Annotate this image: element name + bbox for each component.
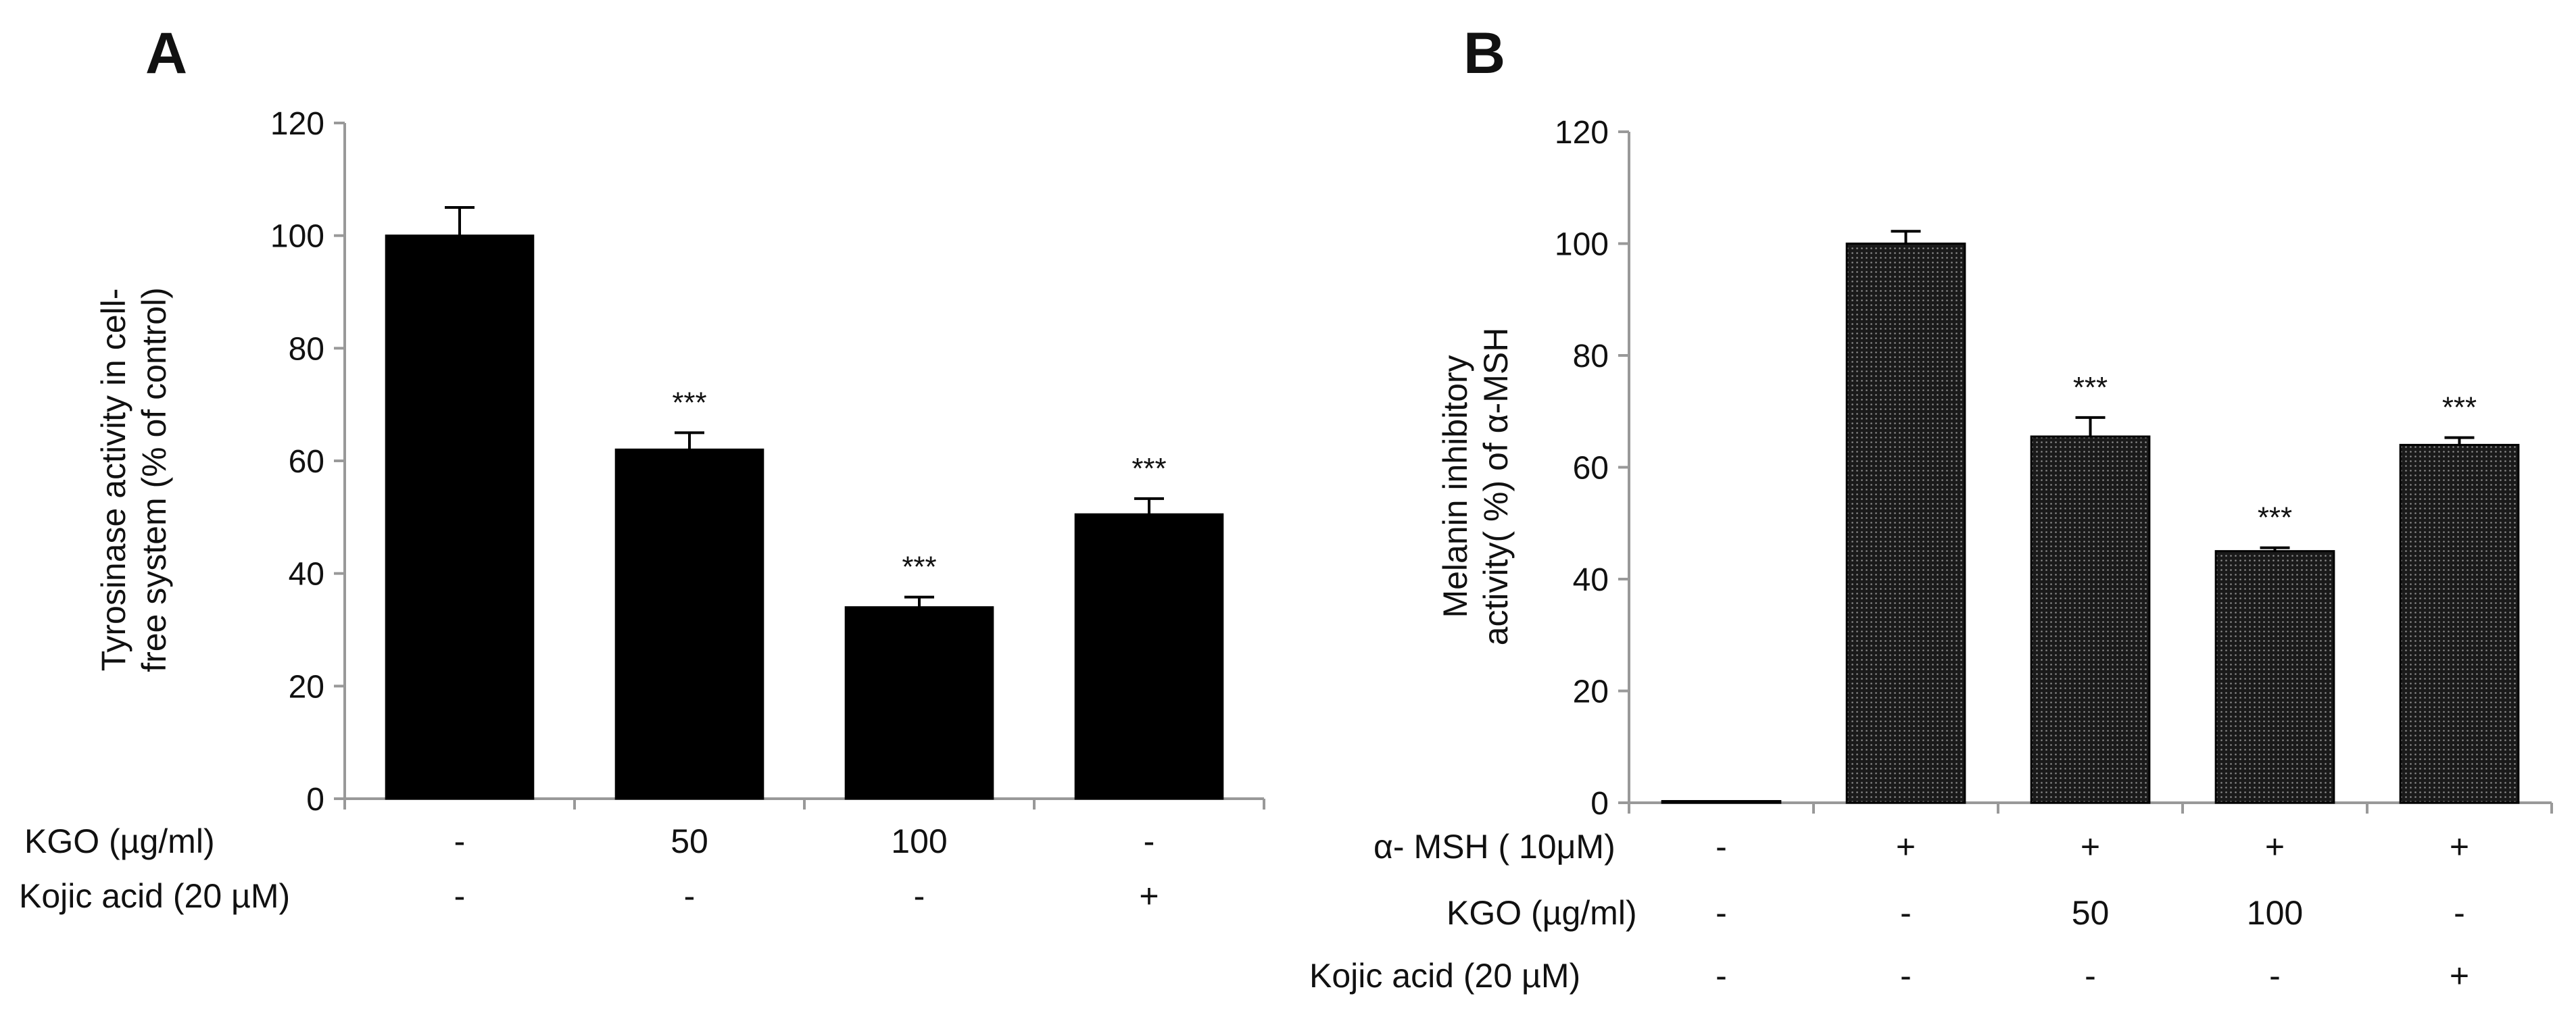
panel-a-condition-2-value-3: - <box>914 877 925 915</box>
panel-a-y-tick-label: 40 <box>289 557 324 593</box>
panel-a-significance-3: *** <box>902 551 936 584</box>
panel-a-y-tick-label: 100 <box>270 219 324 255</box>
panel-b-significance-5: *** <box>2442 391 2477 424</box>
panel-b-condition-1-value-2: + <box>1896 828 1916 866</box>
panel-b-condition-1-value-4: + <box>2265 828 2285 866</box>
panel-b-bar-3 <box>2030 435 2151 804</box>
panel-b-condition-2-value-3: 50 <box>2072 894 2110 932</box>
panel-a-y-tick-label: 20 <box>289 669 324 705</box>
panel-a-bar-1 <box>385 234 535 800</box>
panel-b-y-tick-label: 100 <box>1555 227 1609 263</box>
panel-a-condition-table: KGO (µg/ml) Kojic acid (20 µM) --50-100-… <box>19 822 1159 915</box>
panel-b-condition-3-value-5: + <box>2450 957 2469 995</box>
panel-a-bar-2 <box>614 448 764 800</box>
panel-a-y-tick-label: 80 <box>289 331 324 367</box>
panel-a-condition-1-value-3: 100 <box>891 822 947 860</box>
panel-b-condition-3-value-1: - <box>1716 957 1727 995</box>
panel-b-bar-4 <box>2214 550 2335 804</box>
panel-b-condition-label-kgo: KGO (µg/ml) <box>1447 894 1637 932</box>
panel-b-condition-1-value-1: - <box>1716 828 1727 866</box>
panel-a-bar-4 <box>1074 513 1224 800</box>
panel-b-y-tick-label: 20 <box>1573 674 1609 710</box>
panel-a-significance-4: *** <box>1132 452 1166 485</box>
panel-b-y-axis-label-line1: Melanin inhibitory <box>1436 355 1474 618</box>
panel-b-label: B <box>1463 21 1505 86</box>
panel-a-bar-3 <box>844 606 994 800</box>
panel-a-condition-label-kojic: Kojic acid (20 µM) <box>19 877 290 915</box>
panel-b-y-tick-label: 0 <box>1590 786 1609 822</box>
panel-b-bar-1 <box>1661 800 1782 804</box>
panel-a-label: A <box>145 21 187 86</box>
panel-a-plot-area: 0 20 40 60 80 100 120 *** *** *** <box>270 106 1265 818</box>
panel-a-condition-1-value-1: - <box>454 822 466 860</box>
panel-b-plot-area: 0 20 40 60 80 100 120 *** *** *** <box>1555 115 2553 822</box>
panel-b-condition-2-value-1: - <box>1716 894 1727 932</box>
panel-b-bar-5 <box>2399 443 2520 804</box>
panel-b-chart: B Melanin inhibitory activity( %) of α-M… <box>1309 21 2553 995</box>
panel-a-y-tick-label: 60 <box>289 444 324 480</box>
panel-b-significance-3: *** <box>2073 371 2108 404</box>
panel-b-condition-2-value-2: - <box>1900 894 1912 932</box>
panel-b-condition-3-value-3: - <box>2085 957 2096 995</box>
panel-a-y-tick-label: 0 <box>306 782 324 818</box>
panel-b-condition-label-kojic: Kojic acid (20 µM) <box>1309 957 1580 995</box>
panel-b-condition-3-value-4: - <box>2269 957 2281 995</box>
panel-a-condition-2-value-2: - <box>684 877 696 915</box>
panel-a-condition-2-value-4: + <box>1139 877 1159 915</box>
panel-b-y-tick-label: 60 <box>1573 451 1609 487</box>
panel-a-chart: A Tyrosinase activity in cell- free syst… <box>19 21 1265 915</box>
panel-a-condition-label-kgo: KGO (µg/ml) <box>24 822 215 860</box>
panel-a-y-axis-label-line2: free system (% of control) <box>135 287 173 672</box>
panel-b-condition-2-value-5: - <box>2454 894 2465 932</box>
panel-b-bar-2 <box>1845 243 1966 804</box>
panel-b-condition-1-value-5: + <box>2450 828 2469 866</box>
panel-a-y-tick-label: 120 <box>270 106 324 142</box>
panel-a-condition-1-value-4: - <box>1144 822 1155 860</box>
panel-b-y-axis-label-line2: activity( %) of α-MSH <box>1477 328 1515 646</box>
panel-b-condition-table: α- MSH ( 10μM) KGO (µg/ml) Kojic acid (2… <box>1309 828 2469 995</box>
panel-a-significance-2: *** <box>672 386 706 419</box>
panel-a-y-axis-label-line1: Tyrosinase activity in cell- <box>95 289 132 672</box>
panel-a-condition-1-value-2: 50 <box>671 822 708 860</box>
panel-b-condition-values: - - - + - - +50 - +100 - + - + <box>1716 828 2469 995</box>
panel-b-y-tick-label: 120 <box>1555 115 1609 151</box>
panel-b-condition-1-value-3: + <box>2081 828 2100 866</box>
panel-b-y-tick-label: 40 <box>1573 562 1609 598</box>
panel-a-condition-values: - - 50 - 100 - - + <box>454 822 1159 915</box>
panel-b-condition-3-value-2: - <box>1900 957 1912 995</box>
panel-b-condition-label-msh: α- MSH ( 10μM) <box>1374 828 1615 866</box>
panel-b-y-tick-label: 80 <box>1573 339 1609 374</box>
panel-b-significance-4: *** <box>2258 501 2292 535</box>
panel-a-condition-2-value-1: - <box>454 877 466 915</box>
panel-b-condition-2-value-4: 100 <box>2247 894 2303 932</box>
